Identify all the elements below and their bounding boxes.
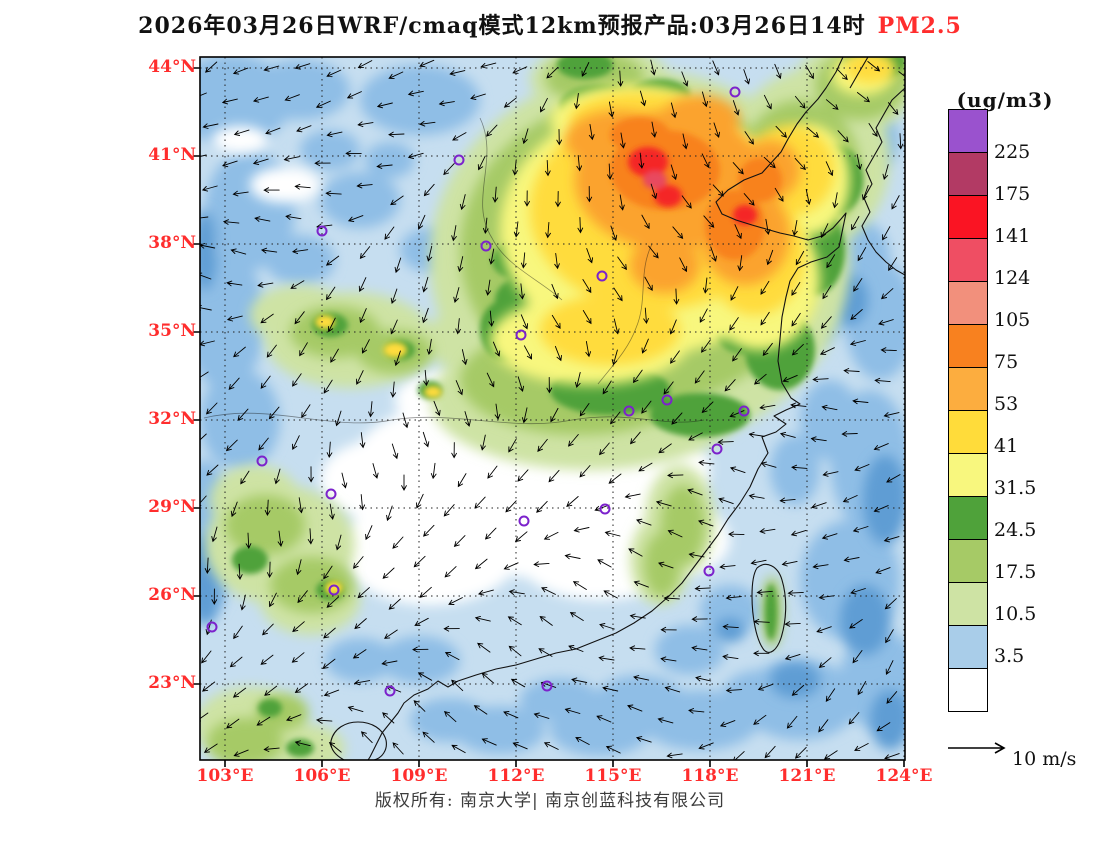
pollution-red-spots (628, 147, 757, 225)
station-marker (480, 240, 492, 252)
legend-value: 225 (994, 141, 1031, 163)
wind-reference-label: 10 m/s (1012, 748, 1077, 770)
legend-value: 31.5 (994, 477, 1037, 499)
legend-value: 105 (994, 309, 1031, 331)
title-pollutant: PM2.5 (877, 13, 962, 39)
station-marker (316, 225, 328, 237)
legend-color-box (948, 625, 988, 669)
tick-marks (193, 67, 905, 767)
wind-arrows (200, 59, 905, 760)
legend-value: 53 (994, 393, 1019, 415)
station-marker (256, 455, 268, 467)
legend-value: 17.5 (994, 561, 1037, 583)
station-marker (711, 443, 723, 455)
legend-color-box (948, 410, 988, 454)
station-marker (325, 488, 337, 500)
legend-value: 175 (994, 183, 1031, 205)
lat-label: 38°N (148, 233, 196, 253)
map-frame (199, 56, 906, 761)
wind-reference-arrow (948, 742, 1006, 754)
legend-color-box (948, 324, 988, 368)
lon-label: 121°E (778, 766, 836, 786)
lat-label: 35°N (148, 321, 196, 341)
legend-color-box (948, 582, 988, 626)
legend-color-box (948, 109, 988, 153)
lon-label: 109°E (390, 766, 448, 786)
legend-color-box (948, 281, 988, 325)
station-marker (596, 270, 608, 282)
lon-label: 115°E (584, 766, 642, 786)
legend-value: 3.5 (994, 645, 1025, 667)
lon-label: 103°E (196, 766, 254, 786)
lon-label: 118°E (681, 766, 739, 786)
lat-label: 44°N (148, 57, 196, 77)
lat-label: 32°N (148, 409, 196, 429)
station-marker (328, 584, 340, 596)
legend-value: 141 (994, 225, 1031, 247)
legend-value: 41 (994, 435, 1019, 457)
legend-color-box (948, 539, 988, 583)
title-main: 2026年03月26日WRF/cmaq模式12km预报产品:03月26日14时 (138, 13, 866, 39)
legend-color-box (948, 367, 988, 411)
legend-color-box (948, 152, 988, 196)
legend-value: 75 (994, 351, 1019, 373)
station-marker (661, 394, 673, 406)
station-marker (453, 154, 465, 166)
legend-color-box (948, 195, 988, 239)
graticule-lines (200, 57, 905, 760)
lat-label: 26°N (148, 585, 196, 605)
city-markers (206, 86, 750, 697)
station-marker (738, 405, 750, 417)
legend-value: 124 (994, 267, 1031, 289)
station-marker (384, 685, 396, 697)
lat-label: 29°N (148, 497, 196, 517)
station-marker (206, 621, 218, 633)
lon-label: 106°E (293, 766, 351, 786)
lat-label: 23°N (148, 673, 196, 693)
station-marker (541, 680, 553, 692)
axis-ticks (193, 67, 905, 767)
page-title: 2026年03月26日WRF/cmaq模式12km预报产品:03月26日14时 P… (0, 8, 1100, 40)
station-marker (599, 503, 611, 515)
lat-label: 41°N (148, 145, 196, 165)
station-marker (623, 405, 635, 417)
station-marker (518, 515, 530, 527)
lon-label: 112°E (487, 766, 545, 786)
legend-value: 24.5 (994, 519, 1037, 541)
legend-color-box (948, 496, 988, 540)
legend-value: 10.5 (994, 603, 1037, 625)
coastlines (203, 57, 905, 760)
legend-colorbar (948, 109, 988, 712)
lon-label: 124°E (875, 766, 933, 786)
station-marker (515, 329, 527, 341)
legend-color-box (948, 238, 988, 282)
legend-color-box (948, 453, 988, 497)
legend-color-box (948, 668, 988, 712)
copyright-text: 版权所有: 南京大学| 南京创蓝科技有限公司 (374, 791, 726, 811)
wind-vector-field (200, 59, 905, 760)
legend-unit-label: (ug/m3) (956, 88, 1054, 112)
station-marker (703, 565, 715, 577)
station-marker (729, 86, 741, 98)
graticule-grid (200, 57, 905, 760)
